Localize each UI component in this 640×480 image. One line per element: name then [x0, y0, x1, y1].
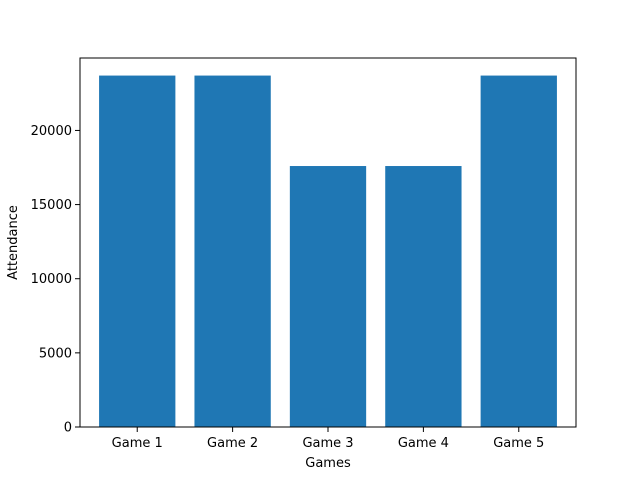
y-tick-label: 15000: [31, 198, 72, 213]
bar-4: [385, 166, 462, 428]
x-axis: Game 1 Game 2 Game 3 Game 4 Game 5: [112, 427, 544, 451]
y-tick-label: 10000: [31, 272, 72, 287]
y-tick-label: 20000: [31, 124, 72, 139]
x-tick-label: Game 5: [493, 436, 544, 451]
bar-2: [194, 75, 271, 428]
x-tick-label: Game 2: [207, 436, 258, 451]
y-tick-label: 0: [64, 421, 72, 436]
x-tick-label: Game 1: [112, 436, 163, 451]
x-axis-label: Games: [305, 456, 351, 471]
bar-3: [289, 166, 367, 428]
x-tick-label: Game 4: [398, 436, 449, 451]
y-axis: 0 5000 10000 15000 20000: [31, 124, 80, 436]
x-tick-label: Game 3: [302, 436, 353, 451]
y-axis-label: Attendance: [6, 205, 21, 280]
bar-5: [480, 75, 557, 428]
y-tick-label: 5000: [39, 346, 72, 361]
bar-1: [99, 75, 176, 428]
plot-area: [99, 75, 557, 428]
